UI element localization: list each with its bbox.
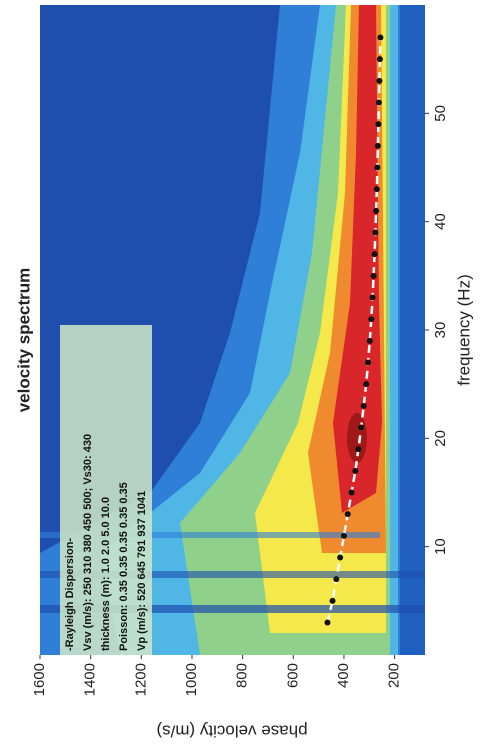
x-tick-label: 50 [432, 105, 449, 122]
annotation: Poisson: 0.35 0.35 0.35 0.35 0.35 [118, 482, 130, 651]
dispersion-point [367, 338, 373, 344]
dispersion-point [349, 490, 355, 496]
dispersion-point [355, 446, 361, 452]
y-tick-label: 400 [335, 663, 352, 688]
dispersion-point [358, 425, 364, 431]
dispersion-point [361, 403, 367, 409]
y-tick-label: 800 [234, 663, 251, 688]
dispersion-point [371, 273, 377, 279]
x-tick-label: 20 [432, 430, 449, 447]
x-tick-label: 40 [432, 213, 449, 230]
annotation: -Rayleigh Dispersion- [64, 538, 76, 651]
dispersion-point [345, 511, 351, 517]
annotation: Vp (m/s): 520 645 791 937 1041 [136, 491, 148, 651]
dispersion-point [372, 251, 378, 257]
dispersion-point [370, 295, 376, 301]
y-tick-label: 600 [284, 663, 301, 688]
y-tick-label: 1200 [132, 663, 149, 696]
dispersion-point [363, 381, 369, 387]
dispersion-point [373, 208, 379, 214]
y-tick-label: 1000 [183, 663, 200, 696]
dispersion-point [374, 186, 380, 192]
dispersion-point [368, 316, 374, 322]
dispersion-point [352, 468, 358, 474]
dispersion-point [341, 533, 347, 539]
y-tick-label: 200 [386, 663, 403, 688]
chart: -Rayleigh Dispersion- Vsv (m/s): 250 310… [0, 0, 488, 753]
dispersion-point [330, 598, 336, 604]
chart-body: -Rayleigh Dispersion- Vsv (m/s): 250 310… [14, 5, 473, 741]
dispersion-point [324, 620, 330, 626]
chart-title: velocity spectrum [14, 268, 33, 413]
y-axis-label: phase velocity (m/s) [156, 722, 307, 741]
dispersion-point [375, 121, 381, 127]
dispersion-point [374, 165, 380, 171]
y-tick-label: 1400 [82, 663, 99, 696]
dispersion-point [333, 576, 339, 582]
dispersion-point [365, 360, 371, 366]
dispersion-point [377, 56, 383, 62]
dispersion-point [376, 78, 382, 84]
dispersion-point [376, 100, 382, 106]
x-tick-label: 10 [432, 538, 449, 555]
x-tick-label: 30 [432, 322, 449, 339]
dispersion-point [375, 143, 381, 149]
y-tick-label: 1600 [31, 663, 48, 696]
dispersion-point [377, 35, 383, 41]
x-axis-label: frequency (Hz) [454, 274, 473, 385]
dispersion-point [337, 555, 343, 561]
annotation: Vsv (m/s): 250 310 380 450 500; Vs30: 43… [82, 434, 94, 651]
annotation: thickness (m): 1.0 2.0 5.0 10.0 [100, 497, 112, 651]
dispersion-point [372, 230, 378, 236]
